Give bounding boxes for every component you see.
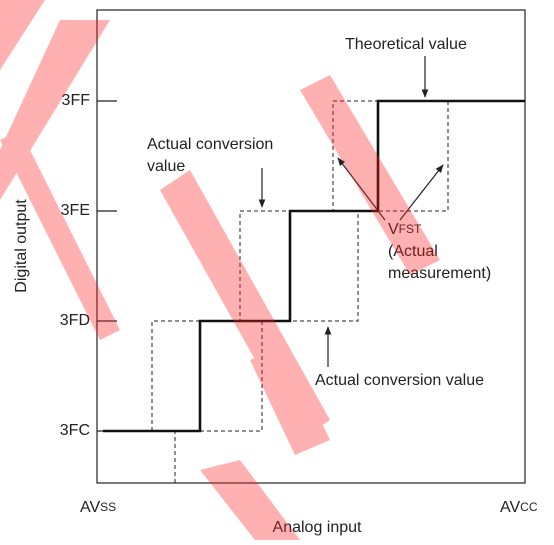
annotation: value — [147, 158, 185, 175]
arrow — [337, 157, 386, 221]
annotation: VFST — [388, 221, 422, 238]
left-sub: SS — [100, 500, 116, 514]
theoretical-staircase — [103, 99, 525, 433]
left-main: AV — [80, 499, 100, 516]
y-axis-label: Digital output — [13, 199, 30, 293]
annotation: Theoretical value — [345, 36, 467, 53]
right-sub: CC — [520, 500, 538, 514]
x-axis-label: Analog input — [273, 519, 363, 536]
tick-marks — [97, 100, 117, 432]
vfst-main: V — [388, 221, 399, 238]
annotation: Actual conversion — [147, 136, 273, 153]
x-axis-left: AVSS — [80, 499, 116, 516]
y-tick-label: 3FD — [60, 312, 90, 329]
y-tick-label: 3FF — [62, 92, 91, 109]
x-axis-right: AVCC — [500, 499, 538, 516]
vfst-sub: FST — [399, 222, 422, 236]
annotation: measurement) — [388, 265, 491, 282]
watermark — [0, 0, 440, 540]
annotation: Actual conversion value — [315, 372, 484, 389]
y-tick-label: 3FE — [61, 202, 90, 219]
arrow — [399, 164, 444, 221]
y-tick-label: 3FC — [60, 422, 90, 439]
actual-staircase-early — [151, 100, 525, 431]
annotation: (Actual — [388, 243, 438, 260]
frame — [96, 9, 526, 484]
right-main: AV — [500, 499, 520, 516]
